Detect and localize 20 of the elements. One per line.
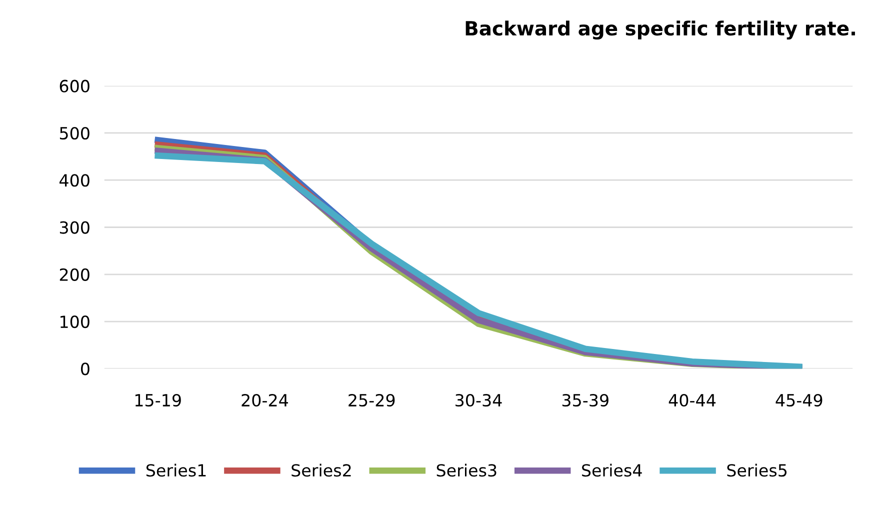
y-tick-label: 400: [60, 174, 90, 187]
y-tick-label: 100: [60, 315, 90, 328]
x-tick-label: 15-19: [135, 394, 181, 407]
x-tick-label: 30-34: [456, 394, 502, 407]
legend-label: Series5: [727, 464, 787, 477]
x-tick-label: 35-39: [562, 394, 608, 407]
legend-label: Series1: [146, 464, 206, 477]
chart-title: Backward age specific fertility rate.: [466, 20, 855, 40]
x-tick-label: 25-29: [348, 394, 395, 407]
y-tick-label: 600: [60, 80, 90, 92]
x-tick-label: 40-44: [668, 394, 716, 407]
y-tick-label: 200: [60, 268, 90, 281]
legend-label: Series4: [582, 464, 642, 477]
legend-label: Series3: [436, 464, 496, 477]
x-tick-label: 20-24: [242, 394, 288, 407]
y-tick-label: 300: [60, 221, 90, 234]
y-tick-label: 0: [81, 362, 90, 376]
legend-label: Series2: [292, 464, 351, 477]
y-tick-label: 500: [60, 126, 90, 140]
x-tick-label: 45-49: [776, 394, 822, 407]
